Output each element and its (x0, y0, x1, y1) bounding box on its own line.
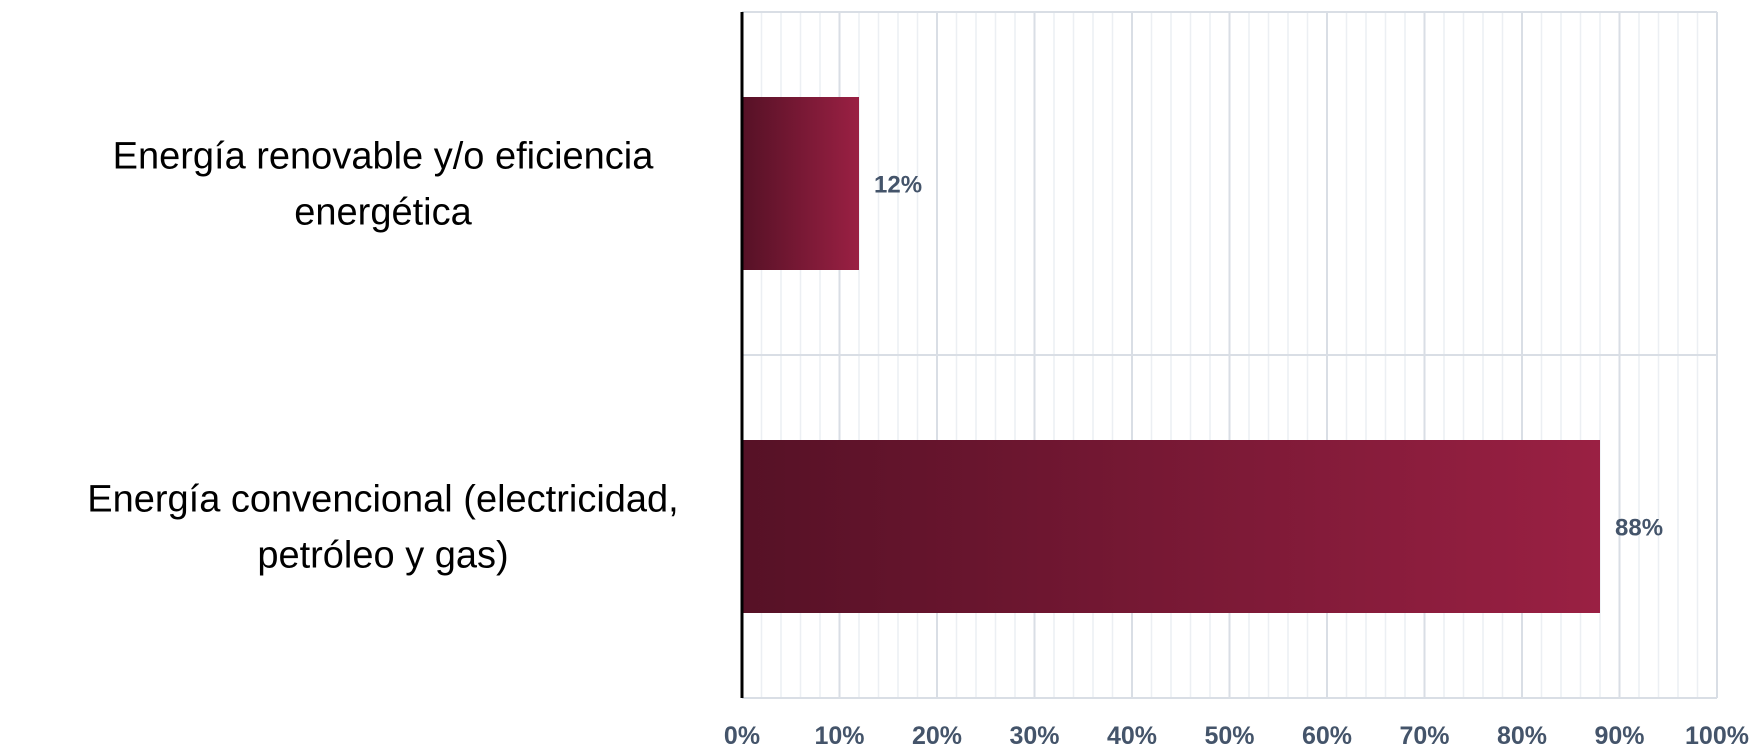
x-tick-label: 30% (1009, 722, 1059, 750)
data-label: 12% (874, 172, 922, 199)
x-tick-label: 20% (912, 722, 962, 750)
x-tick-label: 60% (1302, 722, 1352, 750)
labels-layer: 12% Energía renovable y/o eficiencia energ… (87, 136, 1749, 751)
x-tick-label: 10% (814, 722, 864, 750)
data-label: 88% (1615, 515, 1663, 542)
category-label-line: energética (294, 192, 472, 234)
category-label-line: Energía renovable y/o eficiencia (113, 136, 655, 178)
category-label-line: petróleo y gas) (257, 535, 508, 577)
x-tick-label: 40% (1107, 722, 1157, 750)
x-tick-label: 50% (1204, 722, 1254, 750)
x-tick-label: 100% (1685, 722, 1749, 750)
category-label: Energía convencional (electricidad, petró… (87, 479, 678, 577)
bar (742, 440, 1600, 613)
x-tick-label: 80% (1497, 722, 1547, 750)
x-tick-label: 90% (1594, 722, 1644, 750)
x-tick-label: 0% (724, 722, 760, 750)
category-label-line: Energía convencional (electricidad, (87, 479, 678, 521)
category-label: Energía renovable y/o eficiencia energéti… (113, 136, 655, 234)
bar (742, 97, 859, 270)
x-tick-label: 70% (1399, 722, 1449, 750)
bars-layer (742, 97, 1600, 613)
